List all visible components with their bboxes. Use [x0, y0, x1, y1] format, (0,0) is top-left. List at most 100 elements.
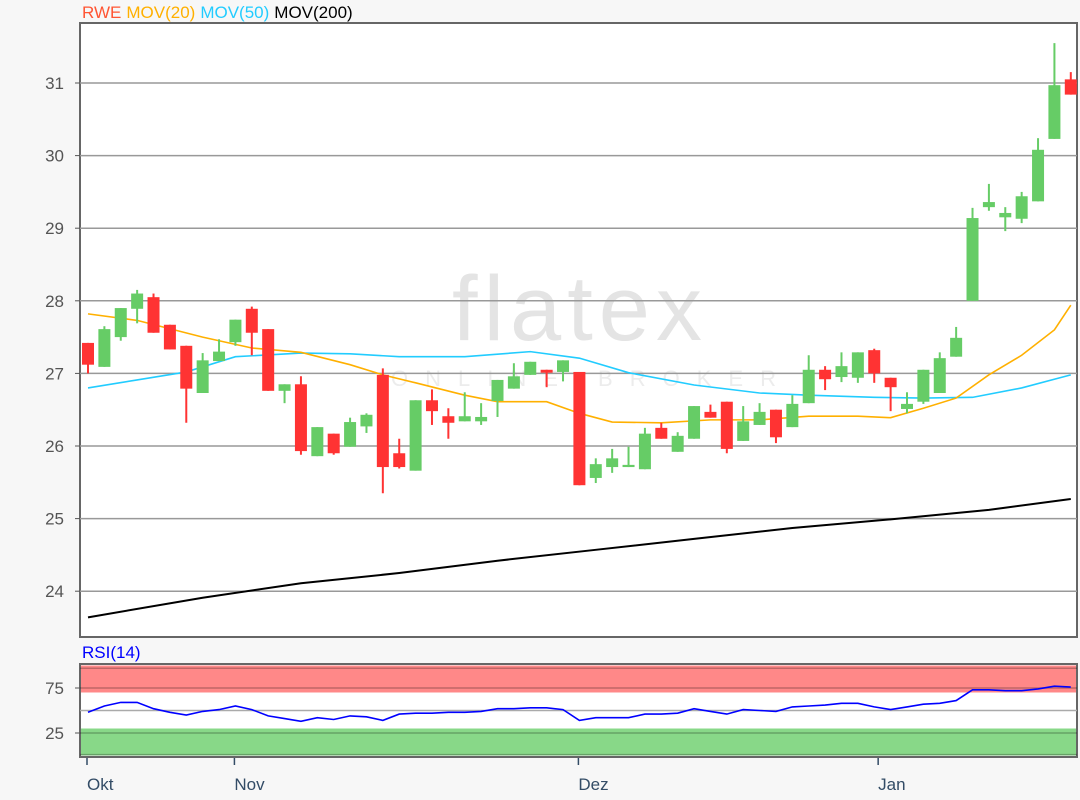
- candle-body: [671, 435, 684, 452]
- candle: [507, 363, 520, 389]
- x-tick-label: Jan: [878, 775, 905, 794]
- x-tick-label: Okt: [87, 775, 114, 794]
- y-tick-label: 30: [45, 147, 64, 166]
- candle-body: [884, 377, 897, 388]
- candle-body: [114, 308, 127, 338]
- candle-body: [147, 297, 160, 333]
- rsi-line: [87, 685, 1071, 723]
- candle: [573, 371, 586, 486]
- candle: [229, 319, 242, 346]
- candle-body: [393, 453, 406, 468]
- candle: [442, 408, 455, 439]
- candle: [589, 458, 602, 484]
- candle-body: [573, 371, 586, 486]
- candle-body: [82, 342, 94, 365]
- candle: [262, 329, 275, 391]
- candle: [425, 389, 438, 425]
- candle-body: [360, 414, 373, 427]
- rsi-title: RSI(14): [82, 643, 141, 662]
- candle: [917, 369, 930, 404]
- y-tick-label: 24: [45, 582, 64, 601]
- candle: [393, 438, 406, 469]
- candle-body: [704, 411, 717, 418]
- candle: [82, 342, 94, 374]
- candle-body: [425, 400, 438, 412]
- candle: [294, 376, 307, 455]
- candle: [671, 432, 684, 452]
- candle-body: [98, 329, 111, 367]
- rsi-y-tick-label: 25: [45, 724, 64, 743]
- candle: [1048, 43, 1061, 139]
- candle: [98, 326, 111, 367]
- candle-body: [245, 308, 258, 333]
- candle: [769, 409, 782, 444]
- y-tick-label: 26: [45, 437, 64, 456]
- candle: [163, 324, 176, 350]
- candle-body: [327, 433, 340, 454]
- candle-body: [966, 218, 979, 301]
- candle-body: [311, 427, 324, 457]
- candle-body: [1032, 149, 1045, 202]
- candle-body: [819, 369, 832, 380]
- candle-body: [213, 351, 226, 362]
- y-tick-label: 29: [45, 219, 64, 238]
- candle-body: [491, 379, 504, 401]
- candle-body: [999, 212, 1012, 218]
- y-tick-label: 25: [45, 510, 64, 529]
- candle: [982, 183, 995, 211]
- candle-body: [376, 374, 389, 468]
- candle: [835, 352, 848, 383]
- candle-body: [1015, 196, 1028, 219]
- ma20-line: [87, 304, 1072, 424]
- chart-legend: RWE MOV(20) MOV(50) MOV(200): [82, 3, 358, 23]
- candle-body: [622, 464, 635, 468]
- candle: [147, 293, 160, 333]
- candle: [868, 348, 881, 383]
- candle: [491, 379, 504, 417]
- candle-body: [589, 464, 602, 478]
- candle-body: [1064, 79, 1077, 95]
- candle-body: [851, 352, 864, 378]
- candle: [1064, 72, 1077, 95]
- candle: [655, 422, 668, 439]
- candle-body: [786, 403, 799, 428]
- rsi-overbought-band: [81, 665, 1076, 693]
- candle-body: [163, 324, 176, 350]
- legend-ma200: MOV(200): [274, 3, 353, 22]
- candle-body: [868, 350, 881, 374]
- candle: [819, 366, 832, 391]
- candle: [966, 207, 979, 301]
- candle-body: [540, 369, 553, 373]
- candle: [278, 384, 291, 404]
- legend-symbol: RWE: [82, 3, 122, 22]
- candle-body: [229, 319, 242, 343]
- candle-body: [802, 369, 815, 404]
- candle-body: [524, 361, 537, 375]
- candle: [999, 207, 1012, 232]
- candle-body: [982, 202, 995, 208]
- candle: [901, 392, 913, 414]
- candle: [360, 413, 373, 433]
- candle: [376, 368, 389, 494]
- candle: [458, 392, 471, 422]
- y-tick-label: 27: [45, 364, 64, 383]
- legend-ma50: MOV(50): [200, 3, 270, 22]
- y-tick-label: 28: [45, 292, 64, 311]
- candle-body: [262, 329, 275, 391]
- candle: [606, 448, 619, 473]
- candle: [131, 289, 144, 324]
- y-tick-label: 31: [45, 74, 64, 93]
- x-tick-label: Dez: [578, 775, 608, 794]
- candle-body: [557, 360, 570, 372]
- candle: [196, 353, 209, 394]
- candle-body: [769, 409, 782, 438]
- candle: [409, 400, 422, 471]
- candle-body: [409, 400, 422, 471]
- candle-body: [901, 403, 913, 409]
- candle-body: [933, 358, 946, 394]
- watermark-tagline: ONLINE BROKER: [391, 366, 793, 391]
- candle: [720, 401, 733, 454]
- candle: [753, 403, 766, 425]
- candle-body: [835, 366, 848, 378]
